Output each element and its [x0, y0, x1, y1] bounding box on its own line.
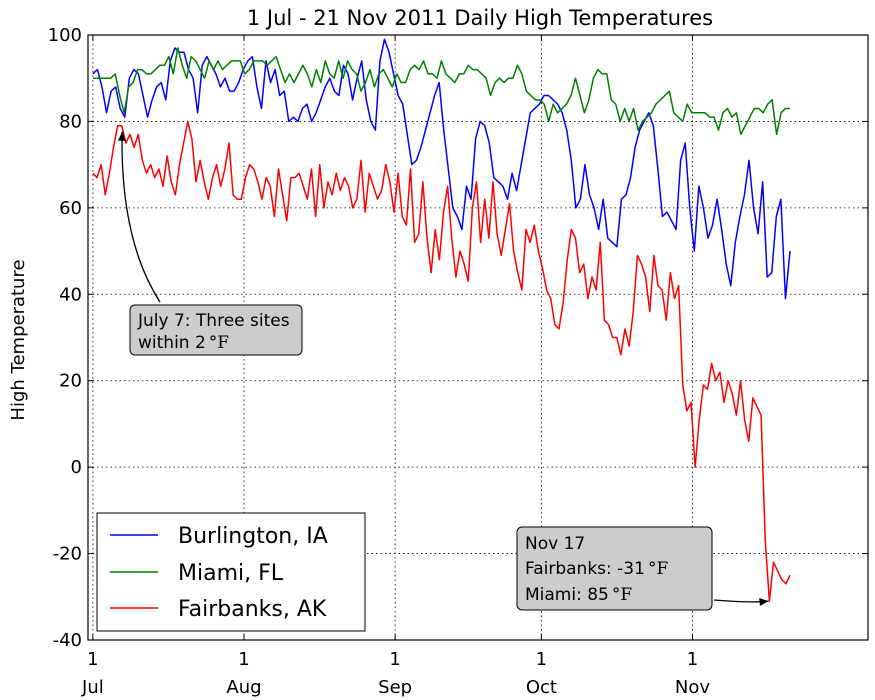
x-tick-label-month: Aug: [226, 677, 261, 698]
y-tick-label: -20: [53, 544, 82, 565]
y-tick-label: 60: [59, 198, 82, 219]
annotation-nov17-line2: Fairbanks: -31 °F: [525, 559, 668, 579]
annotation-jul7-arrow: [121, 131, 161, 303]
y-tick-label: 80: [59, 111, 82, 132]
series-line-2: [92, 120, 791, 602]
legend-label-burlington: Burlington, IA: [178, 524, 328, 549]
y-tick-label: -40: [53, 630, 82, 651]
y-tick-label: 100: [48, 25, 82, 46]
series-line-1: [92, 47, 790, 136]
legend: Burlington, IA Miami, FL Fairbanks, AK: [96, 512, 366, 632]
x-tick-label-day: 1: [389, 649, 400, 670]
chart-title: 1 Jul - 21 Nov 2011 Daily High Temperatu…: [247, 6, 713, 30]
x-tick-label-month: Jul: [81, 677, 104, 698]
annotation-jul7: July 7: Three sites within 2 °F: [117, 131, 303, 356]
series-lines: [92, 38, 791, 602]
plot-frame: [87, 34, 869, 641]
x-tick-label-day: 1: [536, 649, 547, 670]
legend-label-fairbanks: Fairbanks, AK: [178, 597, 327, 622]
x-tick-label-month: Sep: [378, 677, 412, 698]
annotation-nov17: Nov 17 Fairbanks: -31 °F Miami: 85 °F: [516, 526, 769, 611]
y-tick-label: 40: [59, 284, 82, 305]
annotation-nov17-line3: Miami: 85 °F: [525, 585, 632, 605]
annotation-jul7-box: [129, 304, 303, 356]
legend-label-miami: Miami, FL: [178, 561, 284, 586]
x-tick-label-day: 1: [238, 649, 249, 670]
x-tick-label-day: 1: [87, 649, 98, 670]
annotation-jul7-line2: within 2 °F: [138, 333, 229, 353]
y-tick-label: 0: [71, 457, 82, 478]
x-tick-label-month: Oct: [526, 677, 557, 698]
annotation-jul7-line1: July 7: Three sites: [137, 311, 290, 331]
annotation-jul7-arrowhead: [117, 131, 126, 141]
y-tick-label: 20: [59, 371, 82, 392]
x-tick-label-month: Nov: [675, 677, 710, 698]
annotation-nov17-box: [516, 526, 713, 611]
x-tick-label-day: 1: [687, 649, 698, 670]
annotation-nov17-line1: Nov 17: [525, 534, 585, 554]
annotation-nov17-arrowhead: [759, 598, 769, 607]
axis-ticks: -40 -20 0 20 40 60 80 100 1 Jul 1 Aug 1 Sep 1 Oct 1 Nov: [48, 25, 868, 698]
y-axis-label: High Temperature: [8, 259, 29, 420]
